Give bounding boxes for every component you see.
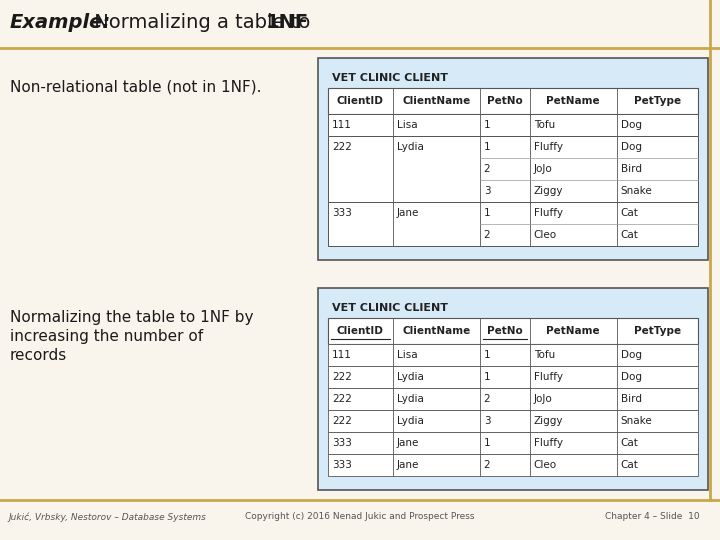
Bar: [328, 202, 698, 246]
Text: Lisa: Lisa: [397, 350, 418, 360]
Text: PetNo: PetNo: [487, 326, 523, 336]
Bar: [328, 136, 698, 202]
Bar: [328, 388, 698, 410]
Text: PetType: PetType: [634, 96, 681, 106]
Bar: [328, 366, 698, 388]
Text: Cat: Cat: [621, 208, 639, 218]
Text: Bird: Bird: [621, 164, 642, 174]
Text: ClientName: ClientName: [402, 326, 470, 336]
Text: Fluffy: Fluffy: [534, 372, 562, 382]
Text: Cat: Cat: [621, 438, 639, 448]
Text: Jane: Jane: [397, 460, 419, 470]
Text: Lydia: Lydia: [397, 416, 423, 426]
Text: Ziggy: Ziggy: [534, 186, 563, 196]
Bar: [328, 114, 698, 136]
Text: Lydia: Lydia: [397, 394, 423, 404]
Text: 2: 2: [484, 394, 490, 404]
Text: Tofu: Tofu: [534, 120, 555, 130]
Text: Ziggy: Ziggy: [534, 416, 563, 426]
Text: Cat: Cat: [621, 230, 639, 240]
Text: Copyright (c) 2016 Nenad Jukic and Prospect Press: Copyright (c) 2016 Nenad Jukic and Prosp…: [246, 512, 474, 521]
Text: Lydia: Lydia: [397, 372, 423, 382]
Text: 1: 1: [484, 438, 490, 448]
Text: VET CLINIC CLIENT: VET CLINIC CLIENT: [332, 303, 448, 313]
Text: 3: 3: [484, 416, 490, 426]
Text: 222: 222: [332, 372, 352, 382]
Bar: [328, 410, 698, 432]
Text: 222: 222: [332, 394, 352, 404]
Text: increasing the number of: increasing the number of: [10, 329, 203, 344]
Text: 3: 3: [484, 186, 490, 196]
Text: Bird: Bird: [621, 394, 642, 404]
Text: PetType: PetType: [634, 326, 681, 336]
Text: Lydia: Lydia: [397, 142, 423, 152]
Text: 111: 111: [332, 120, 352, 130]
Text: Fluffy: Fluffy: [534, 208, 562, 218]
Text: 1: 1: [484, 142, 490, 152]
Bar: [328, 88, 698, 114]
Text: 2: 2: [484, 230, 490, 240]
Text: 333: 333: [332, 460, 352, 470]
Text: ClientName: ClientName: [402, 96, 470, 106]
Text: PetNo: PetNo: [487, 96, 523, 106]
Text: Tofu: Tofu: [534, 350, 555, 360]
Text: Jukić, Vrbsky, Nestorov – Database Systems: Jukić, Vrbsky, Nestorov – Database Syste…: [8, 512, 206, 522]
Text: 2: 2: [484, 460, 490, 470]
Text: Fluffy: Fluffy: [534, 142, 562, 152]
Text: Jane: Jane: [397, 208, 419, 218]
Text: Dog: Dog: [621, 350, 642, 360]
Text: 2: 2: [484, 164, 490, 174]
Bar: [328, 318, 698, 344]
Text: 1: 1: [484, 208, 490, 218]
Bar: [328, 432, 698, 454]
FancyBboxPatch shape: [318, 288, 708, 490]
Text: 222: 222: [332, 142, 352, 152]
Text: Normalizing the table to 1NF by: Normalizing the table to 1NF by: [10, 310, 253, 325]
Text: Example:: Example:: [10, 12, 111, 31]
Text: Dog: Dog: [621, 372, 642, 382]
Text: ClientID: ClientID: [337, 96, 384, 106]
Bar: [328, 344, 698, 366]
Text: Normalizing a table to: Normalizing a table to: [88, 12, 317, 31]
FancyBboxPatch shape: [318, 58, 708, 260]
Text: Snake: Snake: [621, 186, 652, 196]
Text: JoJo: JoJo: [534, 394, 552, 404]
Text: Dog: Dog: [621, 142, 642, 152]
Text: Fluffy: Fluffy: [534, 438, 562, 448]
Text: Jane: Jane: [397, 438, 419, 448]
Text: Dog: Dog: [621, 120, 642, 130]
Text: Chapter 4 – Slide  10: Chapter 4 – Slide 10: [606, 512, 700, 521]
Text: PetName: PetName: [546, 96, 600, 106]
Text: 111: 111: [332, 350, 352, 360]
Text: 1: 1: [484, 350, 490, 360]
Text: 333: 333: [332, 208, 352, 218]
Text: Cleo: Cleo: [534, 460, 557, 470]
Text: Non-relational table (not in 1NF).: Non-relational table (not in 1NF).: [10, 80, 261, 95]
Text: 1: 1: [484, 120, 490, 130]
Text: 333: 333: [332, 438, 352, 448]
Text: VET CLINIC CLIENT: VET CLINIC CLIENT: [332, 73, 448, 83]
Bar: [328, 454, 698, 476]
Text: JoJo: JoJo: [534, 164, 552, 174]
Text: 1: 1: [484, 372, 490, 382]
Text: records: records: [10, 348, 67, 363]
Text: ClientID: ClientID: [337, 326, 384, 336]
Text: Snake: Snake: [621, 416, 652, 426]
Text: 1NF: 1NF: [266, 12, 309, 31]
Text: Lisa: Lisa: [397, 120, 418, 130]
Text: PetName: PetName: [546, 326, 600, 336]
Text: Cleo: Cleo: [534, 230, 557, 240]
Text: 222: 222: [332, 416, 352, 426]
Text: Cat: Cat: [621, 460, 639, 470]
